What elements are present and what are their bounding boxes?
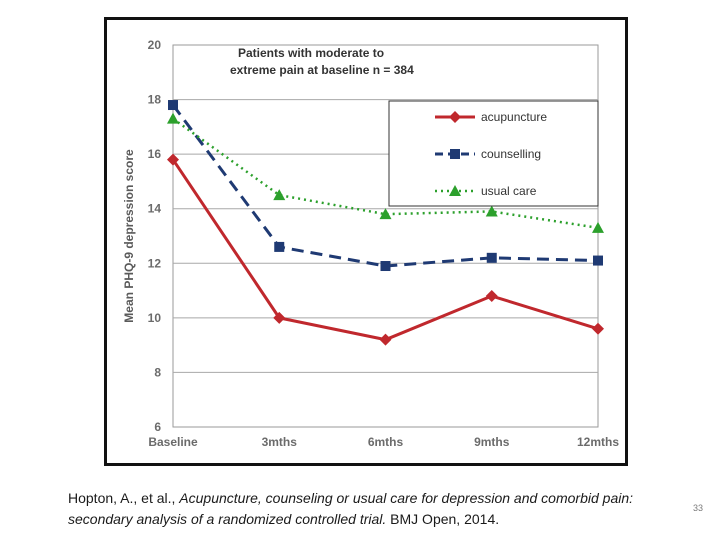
x-tick-label: 9mths bbox=[474, 435, 510, 449]
data-point-acupuncture bbox=[379, 333, 392, 346]
legend-item-acupuncture: acupuncture bbox=[435, 110, 547, 124]
y-tick-label: 10 bbox=[148, 311, 162, 325]
data-point-counselling bbox=[593, 255, 603, 266]
chart-title-line: extreme pain at baseline n = 384 bbox=[230, 63, 414, 77]
y-tick-label: 18 bbox=[148, 93, 162, 107]
legend-item-counselling: counselling bbox=[435, 147, 541, 161]
data-point-counselling bbox=[274, 241, 285, 252]
legend-marker-counselling bbox=[450, 149, 460, 159]
data-point-usual-care bbox=[592, 221, 604, 233]
legend-marker-acupuncture bbox=[449, 111, 461, 123]
y-tick-label: 8 bbox=[154, 365, 161, 379]
y-tick-label: 14 bbox=[148, 202, 162, 216]
data-point-acupuncture bbox=[273, 311, 286, 324]
data-point-usual-care bbox=[167, 112, 179, 124]
x-tick-label: 12mths bbox=[577, 435, 619, 449]
x-tick-label: 3mths bbox=[262, 435, 298, 449]
series-usual-care bbox=[167, 112, 604, 233]
data-point-counselling bbox=[168, 100, 178, 111]
y-tick-label: 16 bbox=[148, 147, 162, 161]
data-point-counselling bbox=[380, 261, 391, 272]
legend-label: counselling bbox=[481, 147, 541, 161]
citation-authors: Hopton, A., et al., bbox=[68, 490, 180, 506]
line-chart: 6 8 10 12 14 16 18 20 Baseline 3mths 6mths 9mths 12m… bbox=[122, 38, 619, 449]
legend-label: acupuncture bbox=[481, 110, 547, 124]
x-tick-label: Baseline bbox=[148, 435, 198, 449]
citation-title: Acupuncture, counseling or usual care fo… bbox=[68, 490, 634, 527]
data-point-counselling bbox=[486, 252, 497, 263]
data-point-acupuncture bbox=[167, 153, 179, 166]
legend-label: usual care bbox=[481, 184, 537, 198]
figure-frame: 6 8 10 12 14 16 18 20 Baseline 3mths 6mths 9mths 12m… bbox=[104, 17, 628, 466]
series-counselling bbox=[168, 100, 603, 272]
y-tick-label: 12 bbox=[148, 256, 162, 270]
chart-title-bg bbox=[211, 46, 397, 80]
slide-number: 33 bbox=[693, 503, 704, 513]
legend-item-usual-care: usual care bbox=[435, 184, 537, 198]
citation: Hopton, A., et al., Acupuncture, counsel… bbox=[68, 488, 688, 530]
legend-box bbox=[388, 100, 599, 207]
x-tick-label: 6mths bbox=[368, 435, 404, 449]
data-point-acupuncture bbox=[485, 290, 498, 303]
plot-area bbox=[172, 44, 599, 428]
data-point-usual-care bbox=[273, 189, 286, 201]
legend-marker-usual-care bbox=[449, 185, 461, 196]
y-tick-label: 6 bbox=[154, 420, 161, 434]
data-point-usual-care bbox=[379, 208, 392, 220]
data-point-acupuncture bbox=[592, 322, 604, 335]
y-tick-label: 20 bbox=[148, 38, 162, 52]
chart-title-line: Patients with moderate to bbox=[238, 46, 384, 60]
data-point-usual-care bbox=[485, 205, 498, 217]
citation-journal: BMJ Open, 2014. bbox=[386, 511, 500, 527]
series-acupuncture bbox=[167, 153, 604, 346]
y-axis-label: Mean PHQ-9 depression score bbox=[122, 149, 136, 323]
